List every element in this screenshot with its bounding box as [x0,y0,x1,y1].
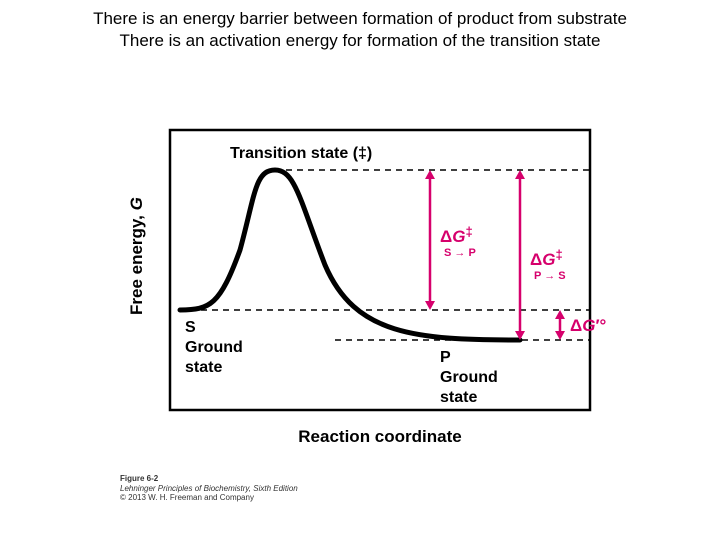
svg-text:P → S: P → S [534,270,566,282]
svg-text:Ground: Ground [185,339,243,356]
svg-text:ΔG‡: ΔG‡ [440,224,473,246]
svg-text:Free energy, G: Free energy, G [127,197,146,315]
svg-text:state: state [185,359,222,376]
heading-line2: There is an activation energy for format… [120,31,601,50]
svg-text:S → P: S → P [444,247,476,259]
svg-text:S: S [185,319,196,336]
attr-line1: Figure 6-2 [120,474,298,484]
svg-text:ΔG‡: ΔG‡ [530,247,563,269]
energy-diagram: Free energy, G Reaction coordinate Transit… [120,100,620,500]
slide-heading: There is an energy barrier between forma… [0,0,720,52]
svg-text:P: P [440,349,451,366]
svg-text:Reaction coordinate: Reaction coordinate [298,427,461,446]
svg-text:Transition state (‡): Transition state (‡) [230,145,372,162]
attr-line3: © 2013 W. H. Freeman and Company [120,493,298,503]
attr-line2: Lehninger Principles of Biochemistry, Si… [120,484,298,494]
figure-attribution: Figure 6-2 Lehninger Principles of Bioch… [120,474,298,503]
diagram-svg: Free energy, G Reaction coordinate Transit… [120,100,620,470]
svg-text:Ground: Ground [440,369,498,386]
svg-text:state: state [440,389,477,406]
heading-line1: There is an energy barrier between forma… [93,9,627,28]
svg-text:ΔG′°: ΔG′° [570,316,607,335]
